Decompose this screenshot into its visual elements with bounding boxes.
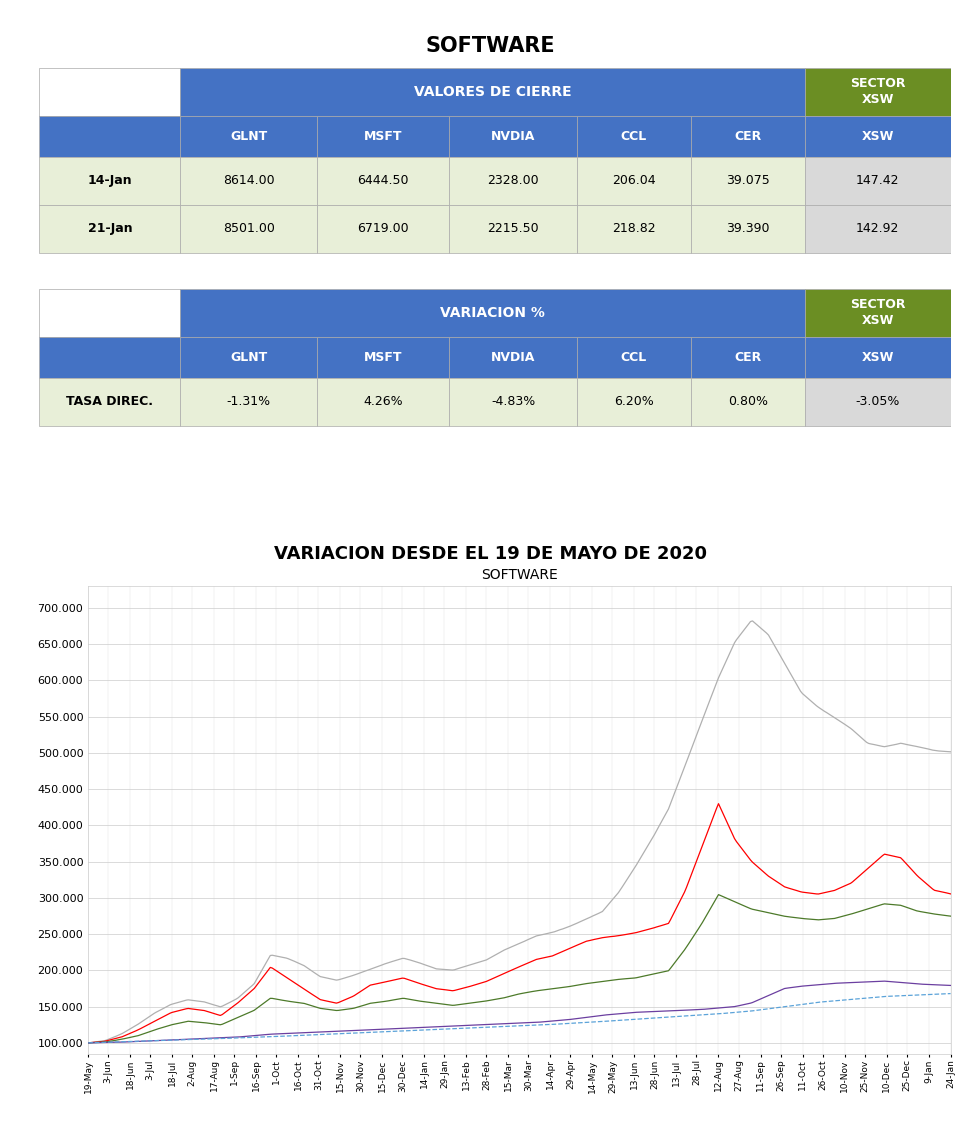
Text: 218.82: 218.82 (612, 222, 656, 236)
FancyBboxPatch shape (691, 157, 805, 204)
Text: VARIACION DESDE EL 19 DE MAYO DE 2020: VARIACION DESDE EL 19 DE MAYO DE 2020 (273, 545, 707, 564)
Text: SECTOR
XSW: SECTOR XSW (850, 77, 906, 106)
FancyBboxPatch shape (805, 378, 951, 426)
FancyBboxPatch shape (318, 204, 449, 252)
Text: 39.075: 39.075 (726, 174, 769, 187)
Text: MSFT: MSFT (364, 350, 403, 364)
Text: GLNT: GLNT (230, 350, 268, 364)
Text: TASA DIREC.: TASA DIREC. (67, 396, 153, 408)
FancyBboxPatch shape (180, 116, 318, 157)
FancyBboxPatch shape (180, 337, 318, 378)
FancyBboxPatch shape (691, 204, 805, 252)
Text: VALORES DE CIERRE: VALORES DE CIERRE (414, 85, 571, 99)
Text: -1.31%: -1.31% (226, 396, 270, 408)
FancyBboxPatch shape (805, 157, 951, 204)
Text: XSW: XSW (861, 130, 894, 143)
Text: VARIACION %: VARIACION % (440, 305, 545, 320)
FancyBboxPatch shape (805, 289, 951, 337)
Text: 21-Jan: 21-Jan (87, 222, 132, 236)
Text: XSW: XSW (861, 350, 894, 364)
Text: SECTOR
XSW: SECTOR XSW (850, 299, 906, 327)
Text: 6444.50: 6444.50 (358, 174, 409, 187)
FancyBboxPatch shape (180, 378, 318, 426)
Text: CCL: CCL (620, 350, 647, 364)
Text: 0.80%: 0.80% (728, 396, 767, 408)
Text: 2328.00: 2328.00 (487, 174, 539, 187)
FancyBboxPatch shape (39, 68, 180, 116)
FancyBboxPatch shape (577, 337, 691, 378)
FancyBboxPatch shape (577, 157, 691, 204)
FancyBboxPatch shape (39, 204, 180, 252)
Text: 147.42: 147.42 (856, 174, 900, 187)
FancyBboxPatch shape (39, 157, 180, 204)
FancyBboxPatch shape (449, 157, 577, 204)
Text: CER: CER (734, 130, 761, 143)
Text: MSFT: MSFT (364, 130, 403, 143)
FancyBboxPatch shape (691, 378, 805, 426)
Text: CCL: CCL (620, 130, 647, 143)
Text: -3.05%: -3.05% (856, 396, 900, 408)
FancyBboxPatch shape (39, 378, 180, 426)
Text: SOFTWARE: SOFTWARE (425, 36, 555, 56)
FancyBboxPatch shape (449, 204, 577, 252)
FancyBboxPatch shape (691, 116, 805, 157)
FancyBboxPatch shape (449, 378, 577, 426)
FancyBboxPatch shape (449, 337, 577, 378)
FancyBboxPatch shape (180, 289, 805, 337)
Text: NVDIA: NVDIA (491, 350, 535, 364)
Text: 39.390: 39.390 (726, 222, 769, 236)
FancyBboxPatch shape (180, 68, 805, 116)
FancyBboxPatch shape (39, 289, 180, 337)
Text: 8614.00: 8614.00 (223, 174, 274, 187)
Text: 6.20%: 6.20% (614, 396, 654, 408)
FancyBboxPatch shape (691, 337, 805, 378)
Text: NVDIA: NVDIA (491, 130, 535, 143)
Text: 206.04: 206.04 (612, 174, 656, 187)
Text: 14-Jan: 14-Jan (87, 174, 132, 187)
Title: SOFTWARE: SOFTWARE (481, 568, 558, 583)
Text: GLNT: GLNT (230, 130, 268, 143)
FancyBboxPatch shape (318, 157, 449, 204)
FancyBboxPatch shape (577, 116, 691, 157)
Text: 6719.00: 6719.00 (358, 222, 409, 236)
FancyBboxPatch shape (449, 116, 577, 157)
FancyBboxPatch shape (318, 378, 449, 426)
FancyBboxPatch shape (318, 337, 449, 378)
Text: 142.92: 142.92 (856, 222, 900, 236)
FancyBboxPatch shape (805, 116, 951, 157)
FancyBboxPatch shape (180, 157, 318, 204)
Text: CER: CER (734, 350, 761, 364)
Text: -4.83%: -4.83% (491, 396, 535, 408)
FancyBboxPatch shape (180, 204, 318, 252)
FancyBboxPatch shape (577, 204, 691, 252)
FancyBboxPatch shape (39, 337, 180, 378)
Text: 4.26%: 4.26% (364, 396, 403, 408)
FancyBboxPatch shape (805, 204, 951, 252)
FancyBboxPatch shape (805, 68, 951, 116)
FancyBboxPatch shape (318, 116, 449, 157)
FancyBboxPatch shape (805, 337, 951, 378)
FancyBboxPatch shape (39, 116, 180, 157)
FancyBboxPatch shape (577, 378, 691, 426)
Text: 8501.00: 8501.00 (222, 222, 274, 236)
Text: 2215.50: 2215.50 (487, 222, 539, 236)
